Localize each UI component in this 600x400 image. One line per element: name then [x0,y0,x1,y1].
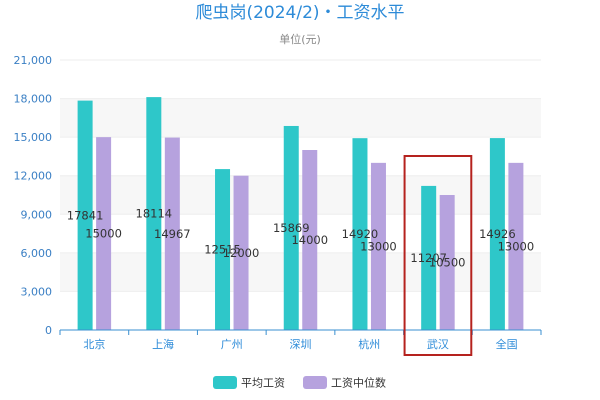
legend-label[interactable]: 工资中位数 [331,376,386,390]
data-label: 11207 [410,251,447,265]
y-tick-label: 9,000 [21,208,53,221]
bar[interactable] [508,162,524,330]
bar[interactable] [77,100,93,330]
bars [77,97,524,330]
data-label: 14926 [479,227,516,241]
legend[interactable]: 平均工资 工资中位数 [213,376,386,390]
bar[interactable] [489,138,505,330]
data-label: 13000 [360,239,397,253]
bar[interactable] [421,185,437,330]
y-tick-label: 18,000 [14,93,53,106]
bar[interactable] [215,169,231,330]
x-tick-label: 北京 [83,337,105,351]
y-axis-ticks: 0 3,000 6,000 9,000 12,000 15,000 18,000 21,000 [14,54,53,337]
data-label: 18114 [136,207,173,221]
bar[interactable] [233,175,249,330]
y-tick-label: 0 [45,324,52,337]
x-tick-label: 广州 [221,338,243,351]
bar[interactable] [302,150,318,330]
data-label: 15869 [273,221,310,235]
data-label: 12000 [223,246,260,260]
highlight-box [403,155,473,356]
data-label: 13000 [498,239,535,253]
plot-band [60,175,541,215]
bar[interactable] [352,138,368,330]
y-tick-label: 3,000 [21,285,53,298]
chart-title: 爬虫岗(2024/2)・工资水平 [195,3,404,23]
legend-label[interactable]: 平均工资 [241,377,285,390]
chart-subtitle: 单位(元) [279,32,321,46]
data-label: 17841 [67,208,104,222]
gridlines [60,59,541,292]
data-label: 14920 [342,227,379,241]
data-label: 15000 [85,227,122,241]
data-label: 14967 [154,227,191,241]
x-tick-label: 杭州 [358,337,380,351]
data-label: 12515 [204,243,241,257]
y-tick-label: 15,000 [14,131,53,144]
x-axis: 北京 上海 广州 深圳 杭州 武汉 全国 [59,329,542,351]
x-tick-label: 全国 [496,337,518,351]
bar[interactable] [96,137,112,330]
plot-bands [60,98,541,292]
bar[interactable] [164,137,180,330]
x-tick-label: 上海 [152,337,174,351]
y-tick-label: 12,000 [14,170,53,183]
bar[interactable] [439,195,455,330]
plot-band [60,252,541,292]
legend-swatch[interactable] [303,376,327,389]
y-tick-label: 6,000 [21,247,53,260]
x-tick-label: 武汉 [427,338,449,351]
y-tick-label: 21,000 [14,54,53,67]
plot-band [60,98,541,138]
bar[interactable] [370,162,386,330]
x-tick-label: 深圳 [290,338,312,351]
data-label: 10500 [429,256,466,270]
highlight-rect [403,155,473,356]
bar[interactable] [283,125,299,330]
bar[interactable] [146,97,162,330]
legend-swatch[interactable] [213,376,237,389]
data-label: 14000 [291,233,328,247]
